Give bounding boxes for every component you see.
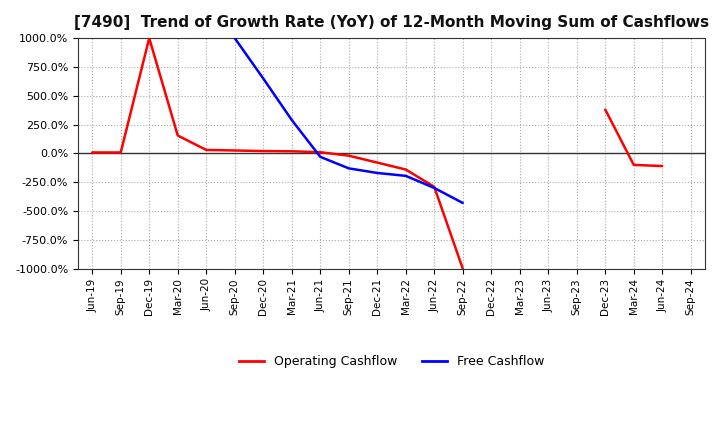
Title: [7490]  Trend of Growth Rate (YoY) of 12-Month Moving Sum of Cashflows: [7490] Trend of Growth Rate (YoY) of 12-… — [74, 15, 709, 30]
Legend: Operating Cashflow, Free Cashflow: Operating Cashflow, Free Cashflow — [233, 350, 549, 373]
